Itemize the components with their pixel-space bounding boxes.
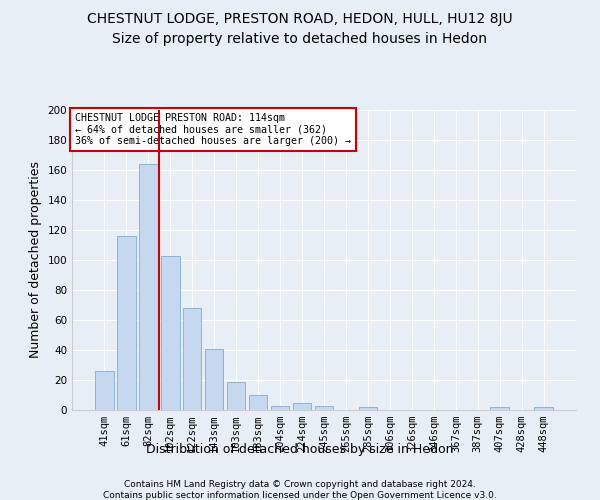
Bar — [359, 407, 377, 410]
Bar — [161, 256, 179, 410]
Text: CHESTNUT LODGE PRESTON ROAD: 114sqm
← 64% of detached houses are smaller (362)
3: CHESTNUT LODGE PRESTON ROAD: 114sqm ← 64… — [74, 113, 350, 146]
Bar — [227, 382, 245, 410]
Bar — [95, 371, 113, 410]
Bar — [271, 406, 289, 410]
Bar — [490, 407, 509, 410]
Bar — [205, 348, 223, 410]
Y-axis label: Number of detached properties: Number of detached properties — [29, 162, 42, 358]
Bar — [139, 164, 158, 410]
Text: Contains HM Land Registry data © Crown copyright and database right 2024.: Contains HM Land Registry data © Crown c… — [124, 480, 476, 489]
Bar — [535, 407, 553, 410]
Text: Distribution of detached houses by size in Hedon: Distribution of detached houses by size … — [146, 442, 454, 456]
Bar — [314, 406, 334, 410]
Bar — [249, 395, 268, 410]
Text: CHESTNUT LODGE, PRESTON ROAD, HEDON, HULL, HU12 8JU: CHESTNUT LODGE, PRESTON ROAD, HEDON, HUL… — [87, 12, 513, 26]
Text: Size of property relative to detached houses in Hedon: Size of property relative to detached ho… — [113, 32, 487, 46]
Text: Contains public sector information licensed under the Open Government Licence v3: Contains public sector information licen… — [103, 491, 497, 500]
Bar — [293, 402, 311, 410]
Bar — [183, 308, 202, 410]
Bar — [117, 236, 136, 410]
